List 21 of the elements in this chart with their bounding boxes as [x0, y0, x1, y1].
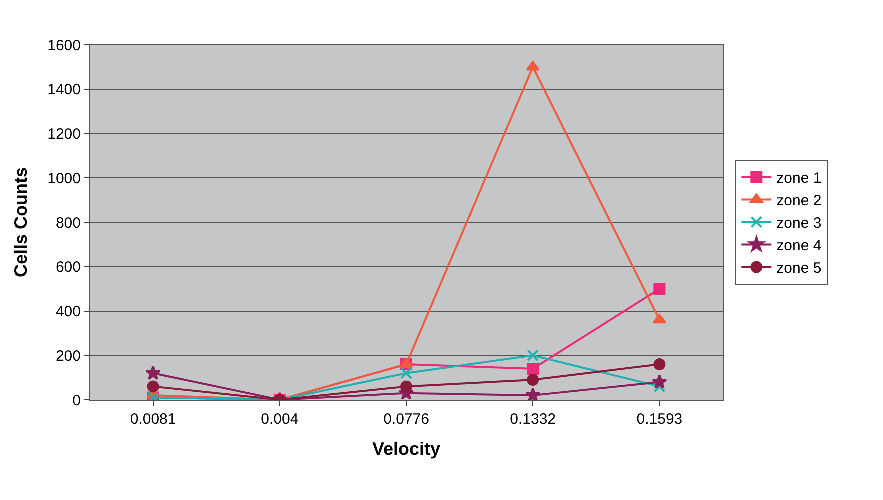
x-tick-label: 0.1332 — [510, 411, 556, 428]
x-tick-label: 0.0776 — [384, 411, 430, 428]
y-axis-title: Cells Counts — [10, 167, 31, 278]
x-tick-label: 0.004 — [261, 411, 299, 428]
y-tick-label: 800 — [56, 214, 81, 232]
x-axis-title: Velocity — [372, 439, 441, 460]
y-tick-label: 1400 — [48, 82, 81, 99]
x-tick-label: 0.0081 — [130, 411, 176, 428]
legend-label: zone 4 — [776, 238, 822, 255]
y-tick-label: 1200 — [48, 126, 81, 143]
y-tick-label: 200 — [56, 348, 81, 365]
y-tick-label: 400 — [56, 304, 81, 320]
y-tick-label: 0 — [72, 392, 81, 410]
y-tick-label: 1000 — [48, 170, 81, 188]
legend-label: zone 1 — [776, 170, 822, 188]
x-tick-label: 0.1593 — [636, 411, 683, 428]
legend-label: zone 5 — [776, 260, 822, 278]
legend-label: zone 2 — [776, 192, 822, 210]
legend-label: zone 3 — [776, 215, 822, 232]
y-tick-label: 600 — [56, 259, 81, 276]
y-tick-label: 1600 — [48, 37, 81, 54]
